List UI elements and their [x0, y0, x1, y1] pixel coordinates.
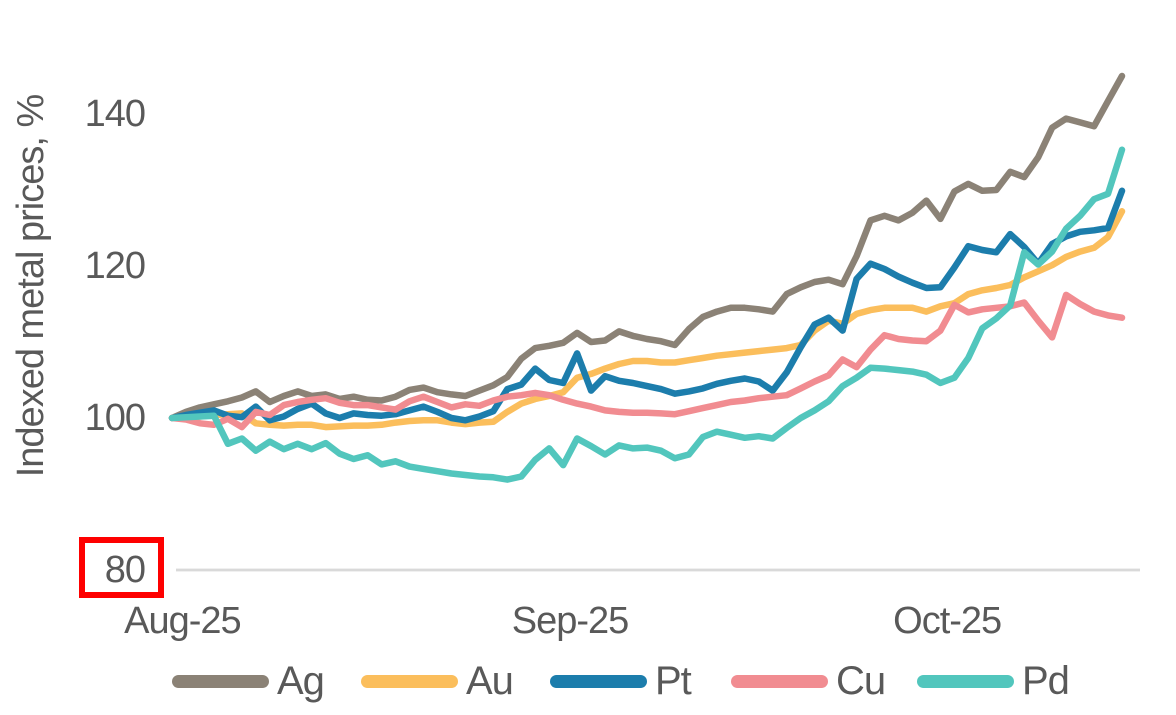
series-line-Cu — [168, 291, 1126, 431]
series-line-Pt — [168, 187, 1126, 424]
legend-item-Ag: Ag — [172, 659, 325, 703]
legend-swatch-Pd — [917, 674, 1014, 688]
legend-label-Cu: Cu — [836, 659, 886, 703]
legend-swatch-Cu — [731, 674, 828, 688]
y-tick-label-80: 80 — [104, 549, 146, 591]
legend-item-Pt: Pt — [550, 659, 692, 703]
legend-label-Au: Au — [466, 659, 514, 703]
legend-label-Pt: Pt — [655, 659, 692, 703]
series-line-Ag — [168, 72, 1126, 422]
legend-item-Pd: Pd — [917, 659, 1070, 703]
y-tick-label-120: 120 — [84, 245, 146, 287]
legend-item-Au: Au — [361, 659, 514, 703]
series-line-Au — [168, 208, 1126, 431]
x-tick-label-Oct-25: Oct-25 — [893, 600, 1002, 642]
y-tick-label-140: 140 — [84, 93, 146, 135]
x-tick-label-Aug-25: Aug-25 — [124, 600, 242, 642]
legend-swatch-Pt — [550, 674, 647, 688]
legend-swatch-Au — [361, 674, 458, 688]
series-line-Pd — [168, 146, 1126, 483]
legend-swatch-Ag — [172, 674, 269, 688]
red-highlight-box — [79, 537, 164, 598]
legend-label-Pd: Pd — [1022, 659, 1070, 703]
x-tick-label-Sep-25: Sep-25 — [511, 600, 630, 642]
y-tick-label-100: 100 — [84, 397, 146, 439]
legend-item-Cu: Cu — [731, 659, 886, 703]
legend-label-Ag: Ag — [277, 659, 325, 703]
